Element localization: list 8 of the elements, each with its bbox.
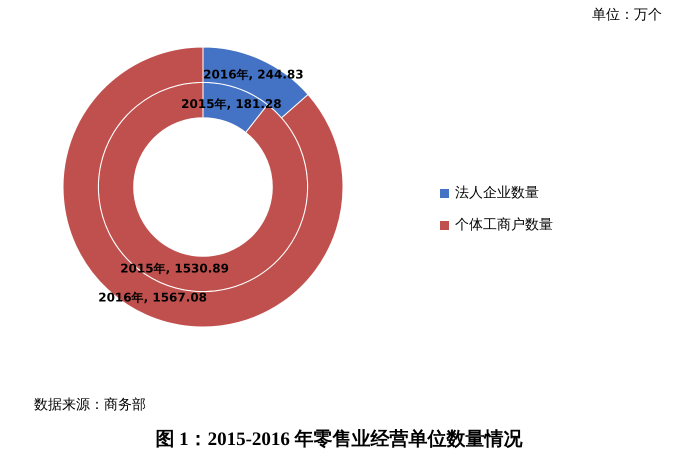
legend-label: 法人企业数量 <box>455 184 539 202</box>
slice-label: 2016年, <box>203 68 258 82</box>
text: 单位：万个 <box>592 6 662 24</box>
text: 图 1：2015-2016 年零售业经营单位数量情况 <box>154 428 524 452</box>
data-label: 1530.89 <box>174 261 229 276</box>
source-note: 数据来源：商务部 <box>34 396 146 414</box>
legend-label: 个体工商户数量 <box>455 216 553 234</box>
data-label: 1567.08 <box>152 290 208 305</box>
